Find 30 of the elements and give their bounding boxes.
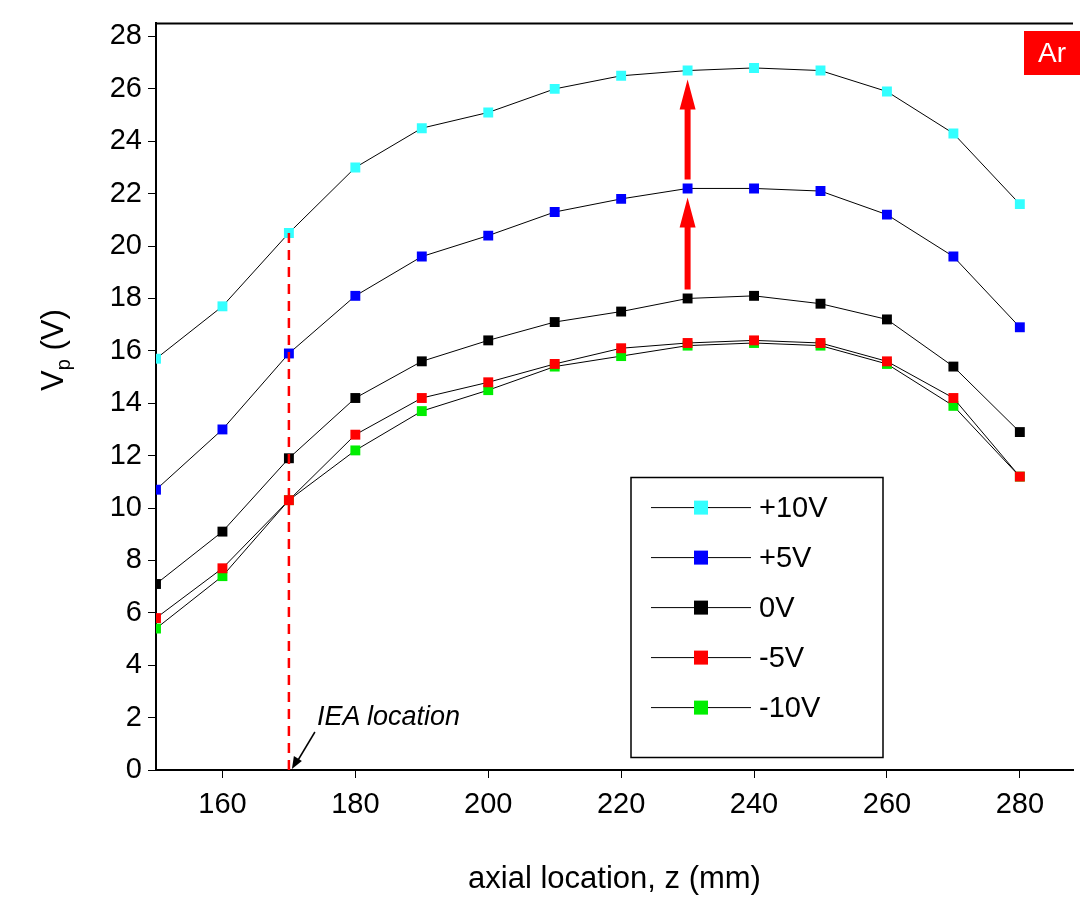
y-tick-label: 2 xyxy=(125,699,142,732)
y-tick-label: 22 xyxy=(109,175,142,208)
ref-line-label: IEA location xyxy=(316,701,460,731)
x-tick-label: 160 xyxy=(198,787,247,820)
x-tick-label: 260 xyxy=(862,787,912,820)
y-tick-label: 12 xyxy=(109,437,142,470)
x-tick-label: 180 xyxy=(331,787,380,820)
x-tick-label: 280 xyxy=(995,787,1045,820)
y-tick-label: 16 xyxy=(109,332,142,365)
legend-label: -10V xyxy=(759,690,821,723)
y-tick-label: 14 xyxy=(109,385,142,418)
y-tick-label: 24 xyxy=(109,123,142,156)
legend-label: +10V xyxy=(759,490,829,523)
legend-label: 0V xyxy=(759,590,796,623)
y-tick-label: 4 xyxy=(125,647,142,680)
x-tick-label: 220 xyxy=(596,787,646,820)
y-tick-label: 18 xyxy=(109,280,142,313)
legend-label: -5V xyxy=(759,640,805,673)
y-tick-label: 6 xyxy=(125,594,142,627)
annotation: Ar xyxy=(1024,31,1080,76)
y-tick-label: 26 xyxy=(109,70,142,103)
y-tick-label: 28 xyxy=(109,18,142,51)
x-tick-label: 200 xyxy=(464,787,513,820)
y-tick-label: 8 xyxy=(125,542,142,575)
y-tick-label: 10 xyxy=(109,490,142,523)
x-tick-label: 240 xyxy=(729,787,779,820)
x-axis-title: axial location, z (mm) xyxy=(468,859,761,895)
y-tick-label: 20 xyxy=(109,228,142,261)
legend-label: +5V xyxy=(759,540,813,573)
y-tick-label: 0 xyxy=(125,752,142,784)
